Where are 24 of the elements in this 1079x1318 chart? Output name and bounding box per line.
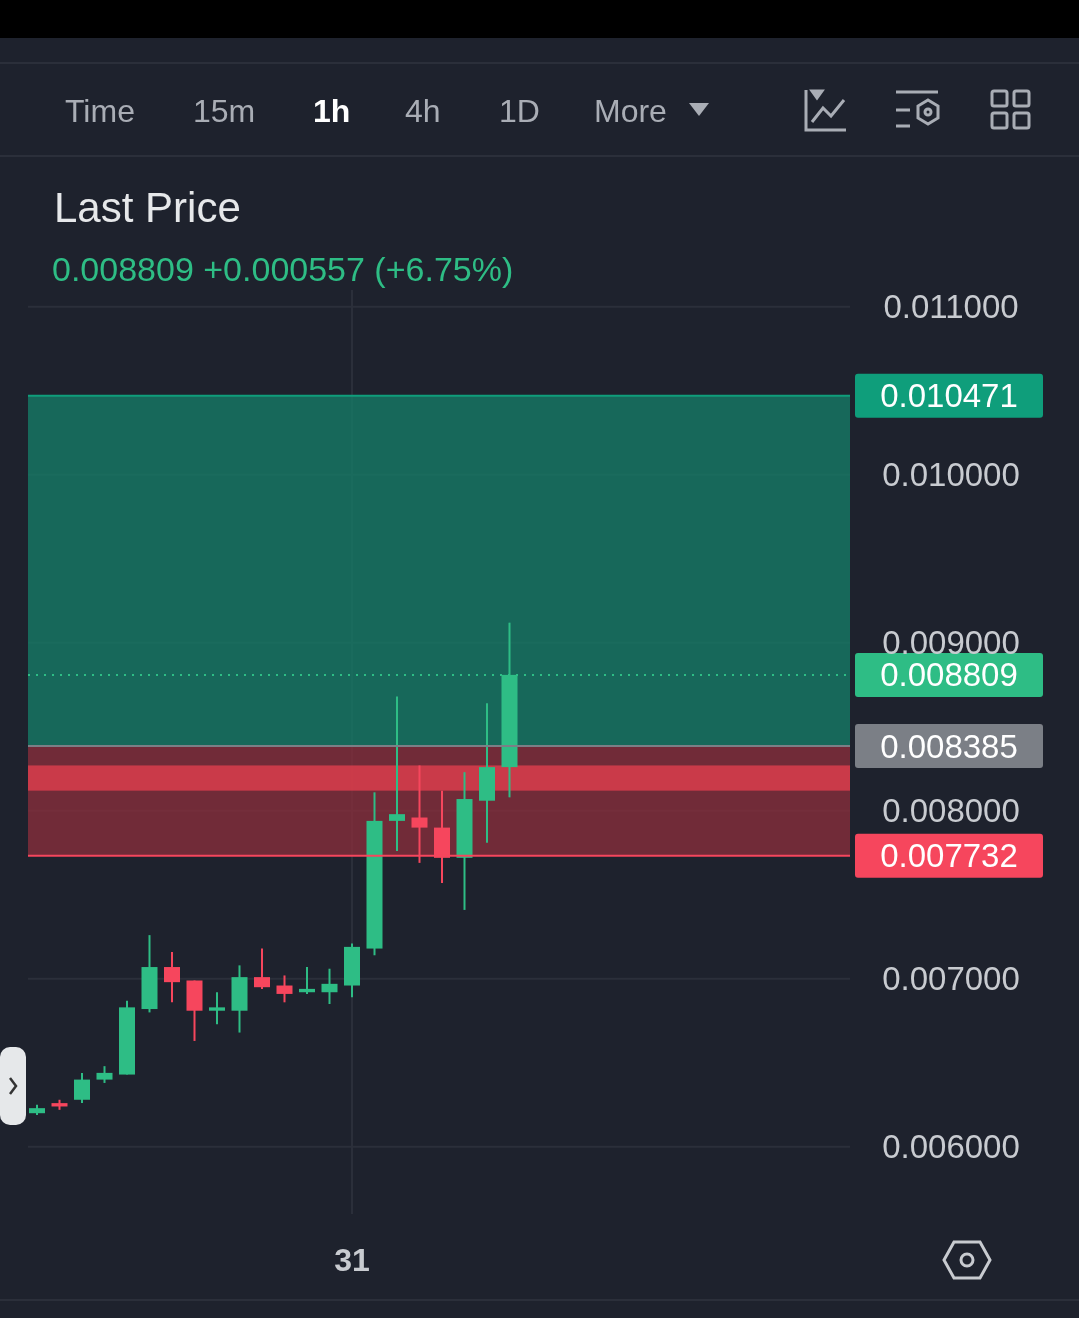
text: 4h	[405, 93, 441, 129]
text: 1D	[499, 93, 540, 129]
y-tick-label: 0.006000	[882, 1128, 1020, 1166]
y-tick-label: 0.008000	[882, 792, 1020, 830]
candlestick	[164, 950, 180, 1004]
y-tick-label: 0.011000	[883, 288, 1019, 326]
candlestick	[74, 1071, 90, 1105]
text: Time	[65, 93, 135, 129]
ref-line-label: 0.010471	[880, 377, 1018, 415]
ref-line-label: 0.007732	[880, 837, 1018, 875]
candlestick	[389, 695, 405, 853]
text: 1h	[313, 93, 351, 129]
candlestick	[321, 967, 338, 1005]
y-tick-label: 0.010000	[882, 456, 1020, 494]
text: 15m	[193, 93, 256, 129]
candlestick	[209, 991, 225, 1026]
y-tick-label: 0.007000	[882, 960, 1020, 998]
ref-line-label: 0.008385	[880, 727, 1018, 765]
candlestick	[276, 974, 293, 1004]
text: More	[594, 93, 667, 129]
candlestick	[254, 947, 270, 990]
x-tick-label: 31	[334, 1242, 370, 1279]
chart-subtitle: 0.008809 +0.000557 (+6.75%)	[52, 250, 514, 288]
chart-title: Last Price	[54, 184, 241, 231]
